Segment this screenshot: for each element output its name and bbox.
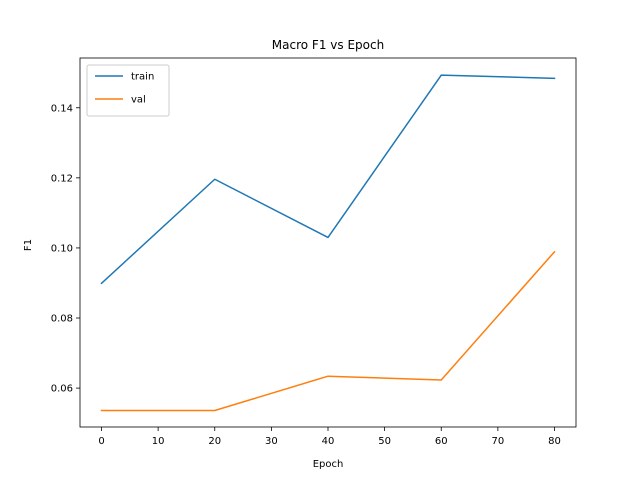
x-tick-label: 60 (435, 436, 448, 447)
y-axis-label: F1 (23, 239, 34, 251)
legend-box (86, 64, 170, 117)
axes-frame (79, 57, 577, 428)
y-tick-label: 0.08 (51, 314, 73, 325)
x-tick-label: 40 (322, 436, 335, 447)
x-tick-label: 0 (98, 436, 104, 447)
series-line-train (100, 74, 556, 285)
y-tick-label: 0.12 (51, 173, 73, 184)
plot-area: 0 10 20 30 40 50 60 70 80 0.06 0.08 0.10 0.12 0.14 (51, 57, 577, 447)
legend-label-train: train (131, 72, 154, 83)
x-tick-label: 20 (208, 436, 221, 447)
x-axis-label: Epoch (313, 459, 344, 470)
y-tick-label: 0.06 (51, 384, 73, 395)
legend: train val (86, 64, 170, 117)
x-tick-label: 50 (378, 436, 391, 447)
chart-title: Macro F1 vs Epoch (272, 38, 384, 52)
legend-label-val: val (131, 95, 146, 106)
x-tick-label: 30 (265, 436, 278, 447)
x-tick-label: 10 (152, 436, 165, 447)
y-tick-label: 0.10 (51, 243, 73, 254)
series-line-val (100, 250, 556, 412)
x-tick-label: 70 (491, 436, 504, 447)
x-tick-label: 80 (548, 436, 561, 447)
y-tick-label: 0.14 (51, 103, 73, 114)
